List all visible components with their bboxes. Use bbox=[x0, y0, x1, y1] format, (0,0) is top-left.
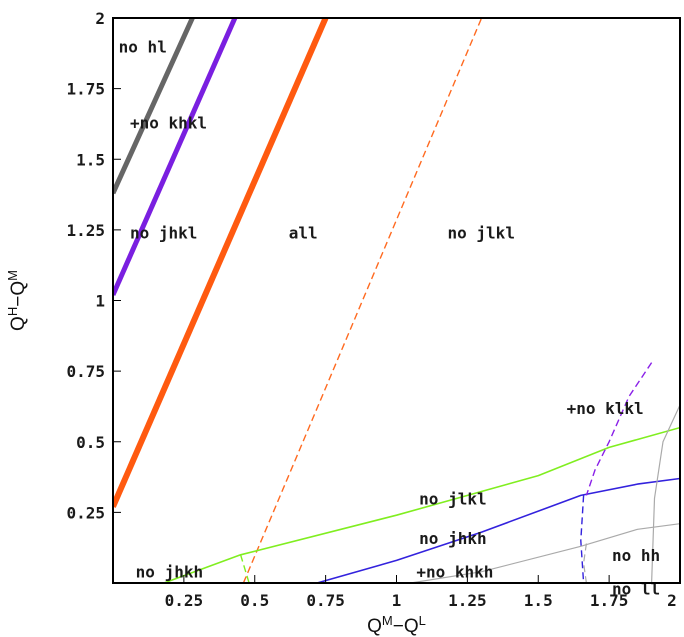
region-label: no jhkh bbox=[136, 563, 203, 582]
region-label: no jhkh bbox=[419, 529, 486, 548]
region-label: +no klkl bbox=[567, 399, 644, 418]
region-label: no jlkl bbox=[448, 224, 515, 243]
region-label: no jhkl bbox=[130, 224, 197, 243]
x-tick-label: 1 bbox=[392, 591, 402, 610]
y-tick-label: 1.5 bbox=[76, 150, 105, 169]
x-tick-label: 1.75 bbox=[590, 591, 629, 610]
y-axis-label: QH−QM bbox=[5, 270, 30, 331]
y-tick-label: 1 bbox=[95, 292, 105, 311]
region-label: no ll bbox=[612, 580, 660, 599]
boundary-curve-8 bbox=[580, 495, 585, 583]
boundary-curve-7 bbox=[316, 477, 680, 583]
y-tick-label: 0.5 bbox=[76, 433, 105, 452]
boundary-curve-2 bbox=[113, 18, 238, 296]
region-labels: no hl +no khkl no jhkl all no jlkl +no klkl no… bbox=[119, 37, 660, 598]
y-tick-label: 1.75 bbox=[66, 80, 105, 99]
x-tick-label: 1.5 bbox=[524, 591, 553, 610]
x-tick-label: 1.25 bbox=[448, 591, 487, 610]
plot-frame bbox=[112, 17, 681, 584]
boundary-curve-4 bbox=[242, 18, 483, 583]
region-label: all bbox=[289, 224, 318, 243]
y-tick-label: 1.25 bbox=[66, 221, 105, 240]
y-tick-label: 0.25 bbox=[66, 503, 105, 522]
boundary-curves bbox=[113, 18, 680, 583]
x-tick-label: 0.75 bbox=[306, 591, 345, 610]
y-axis-ticks: 0.25 0.5 0.75 1 1.25 1.5 1.75 2 bbox=[66, 9, 121, 522]
region-label: +no khkl bbox=[130, 114, 207, 133]
y-tick-label: 0.75 bbox=[66, 362, 105, 381]
x-tick-label: 2 bbox=[667, 591, 677, 610]
x-axis-label: QM−QL bbox=[367, 613, 426, 637]
x-axis-ticks: 0.25 0.5 0.75 1 1.25 1.5 1.75 2 bbox=[165, 575, 681, 610]
region-label: no hh bbox=[612, 546, 660, 565]
region-label: +no khkh bbox=[416, 563, 493, 582]
boundary-curve-1 bbox=[113, 18, 195, 195]
boundary-curve-10 bbox=[410, 523, 680, 583]
boundary-curve-11 bbox=[582, 543, 587, 583]
boundary-curve-12 bbox=[651, 404, 680, 583]
boundary-curve-3 bbox=[113, 18, 329, 508]
x-tick-label: 0.25 bbox=[165, 591, 204, 610]
region-label: no jlkl bbox=[419, 489, 486, 508]
boundary-curve-5 bbox=[163, 426, 680, 583]
x-tick-label: 0.5 bbox=[240, 591, 269, 610]
y-tick-label: 2 bbox=[95, 9, 105, 28]
boundary-curve-6 bbox=[239, 554, 250, 583]
boundary-curve-9 bbox=[585, 362, 653, 496]
region-label: no hl bbox=[119, 37, 167, 56]
